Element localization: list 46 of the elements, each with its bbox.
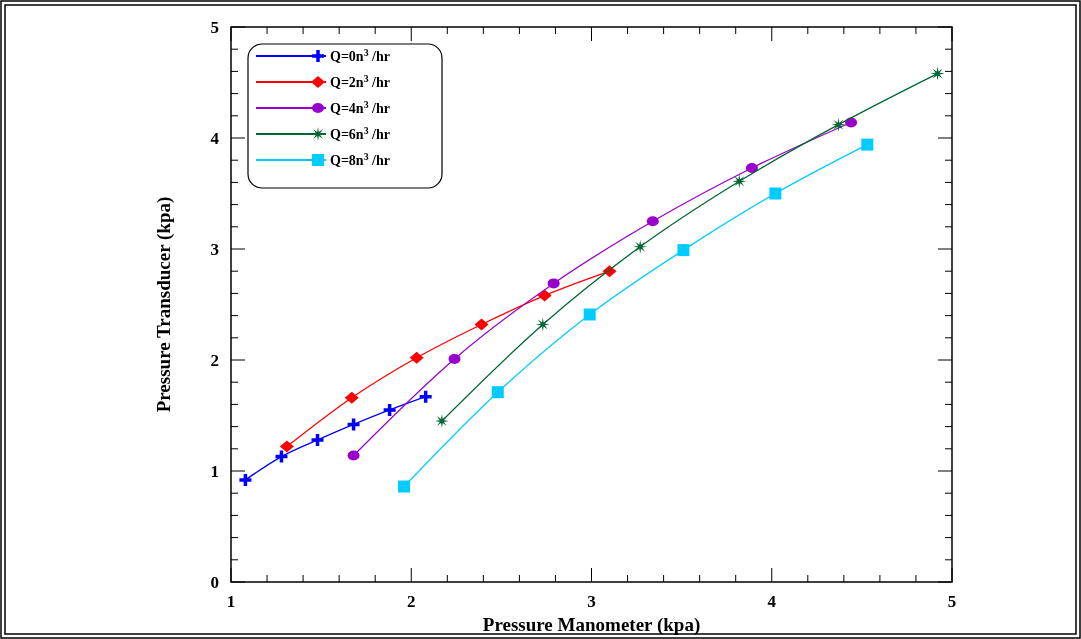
point (677, 244, 690, 257)
x-axis-title: Pressure Manometer (kpa) (482, 614, 701, 636)
point (237, 472, 254, 488)
y-tick-label: 4 (210, 129, 220, 148)
point (347, 450, 360, 461)
x-tick-label: 4 (767, 592, 777, 611)
x-tick-label: 2 (407, 592, 416, 611)
point (491, 386, 504, 399)
x-tick-label: 1 (226, 592, 236, 611)
legend-label: Q=4n$^{3}$ /hr (330, 98, 390, 116)
point (732, 174, 747, 189)
point (831, 117, 846, 132)
legend-label: Q=6n$^{3}$ /hr (330, 124, 390, 142)
y-tick-label: 5 (210, 18, 219, 37)
point (535, 317, 550, 332)
point (309, 432, 326, 448)
point (537, 289, 552, 302)
point (448, 353, 461, 364)
y-tick-label: 3 (210, 240, 219, 259)
point (345, 416, 362, 433)
point (344, 391, 359, 404)
point (633, 239, 648, 254)
point (409, 351, 424, 364)
point (279, 440, 294, 453)
x-tick-label: 3 (587, 592, 596, 611)
point (547, 278, 560, 289)
point (381, 402, 398, 418)
point (646, 216, 659, 227)
legend-label: Q=8n$^{3}$ /hr (330, 150, 390, 168)
point (474, 318, 489, 331)
y-tick-label: 1 (210, 462, 219, 481)
x-tick-label: 5 (947, 592, 957, 611)
point (769, 187, 782, 200)
point (434, 414, 449, 429)
y-tick-label: 2 (210, 351, 219, 370)
point (273, 448, 290, 465)
y-tick-label: 0 (210, 573, 219, 592)
legend-label: Q=2n$^{3}$ /hr (330, 72, 390, 90)
y-axis-title: Pressure Transducer (kpa) (153, 196, 175, 413)
legend-label: Q=0n$^{3}$ /hr (330, 46, 390, 64)
point (583, 308, 596, 321)
point (398, 480, 411, 493)
point (930, 66, 945, 81)
point (745, 162, 758, 173)
point (861, 138, 874, 151)
point (417, 388, 434, 405)
